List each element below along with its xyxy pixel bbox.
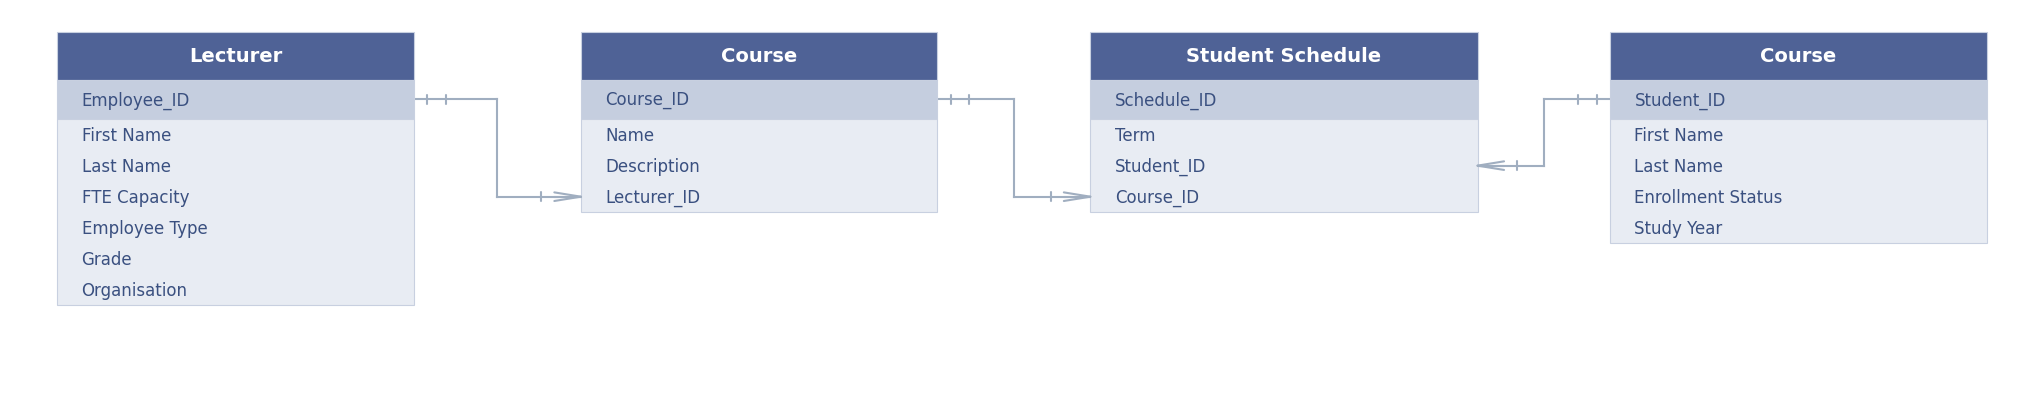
Bar: [57, 33, 414, 81]
Text: Student_ID: Student_ID: [1115, 157, 1206, 176]
Bar: [1090, 120, 1478, 213]
Text: Employee_ID: Employee_ID: [82, 91, 190, 109]
Bar: [1090, 33, 1478, 81]
Bar: [581, 120, 937, 213]
Bar: [581, 81, 937, 120]
Text: First Name: First Name: [1634, 126, 1724, 144]
Text: Lecturer: Lecturer: [190, 47, 281, 66]
Text: Grade: Grade: [82, 250, 132, 268]
Text: Course_ID: Course_ID: [1115, 188, 1198, 206]
Text: Last Name: Last Name: [1634, 157, 1724, 175]
Text: Study Year: Study Year: [1634, 219, 1722, 237]
Text: Schedule_ID: Schedule_ID: [1115, 91, 1217, 109]
Text: Course: Course: [721, 47, 797, 66]
Text: Organisation: Organisation: [82, 281, 187, 299]
Text: Student_ID: Student_ID: [1634, 91, 1726, 109]
Text: Student Schedule: Student Schedule: [1186, 47, 1382, 66]
Text: Enrollment Status: Enrollment Status: [1634, 188, 1783, 206]
Text: Name: Name: [605, 126, 654, 144]
Bar: [57, 81, 414, 120]
Text: Description: Description: [605, 157, 699, 175]
Bar: [581, 33, 937, 81]
Bar: [1090, 81, 1478, 120]
Bar: [1610, 81, 1987, 120]
Text: Term: Term: [1115, 126, 1156, 144]
Bar: [1610, 33, 1987, 81]
Text: Course_ID: Course_ID: [605, 91, 689, 109]
Text: FTE Capacity: FTE Capacity: [82, 188, 190, 206]
Text: Course: Course: [1761, 47, 1836, 66]
Text: Last Name: Last Name: [82, 157, 171, 175]
Bar: [1610, 120, 1987, 244]
Bar: [57, 120, 414, 306]
Text: Lecturer_ID: Lecturer_ID: [605, 188, 701, 206]
Text: Employee Type: Employee Type: [82, 219, 208, 237]
Text: First Name: First Name: [82, 126, 171, 144]
